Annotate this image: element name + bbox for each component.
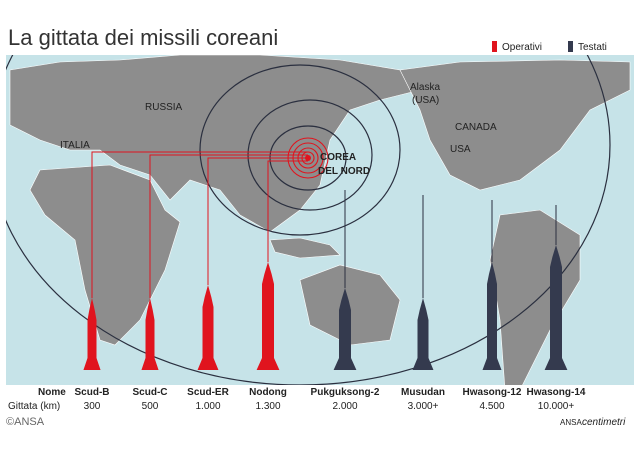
leader-line [207, 157, 308, 285]
legend: Operativi Testati [492, 41, 607, 53]
row-label: Gittata (km) [8, 401, 60, 412]
missile-name: Musudan [401, 387, 445, 398]
eurasia [9, 55, 421, 233]
title: La gittata dei missili coreani [8, 25, 278, 50]
missile [412, 298, 434, 370]
missile-range: 1.000 [195, 401, 220, 412]
missile-name: Hwasong-12 [463, 387, 522, 398]
indonesia [269, 237, 341, 259]
missile [141, 298, 159, 370]
legend-label: Operativi [502, 42, 542, 53]
map-label: ITALIA [60, 140, 90, 151]
africa [29, 164, 181, 346]
missile-name: Hwasong-14 [527, 387, 586, 398]
map-label: CANADA [455, 122, 497, 133]
legend-label: Testati [578, 42, 607, 53]
map: ITALIA RUSSIA Alaska (USA) CANADA USA CO… [6, 55, 634, 385]
legend-swatch [568, 41, 573, 52]
missile [482, 262, 502, 370]
leader-line [267, 160, 308, 262]
missile [83, 298, 101, 370]
korea-marker [305, 155, 311, 161]
missile-name: Scud-C [133, 387, 168, 398]
australia [299, 264, 401, 346]
leader-line [91, 151, 308, 298]
row-label: Nome [38, 387, 66, 398]
missile-name: Nodong [249, 387, 287, 398]
missile-name: Scud-B [75, 387, 110, 398]
missile [256, 262, 280, 370]
leader-line [149, 154, 308, 298]
missile [197, 285, 219, 370]
map-label: DEL NORD [318, 166, 370, 177]
missile-range: 500 [142, 401, 159, 412]
missile [333, 288, 357, 370]
missile-range: 300 [84, 401, 101, 412]
range-rings [6, 55, 611, 385]
range-leaders [91, 151, 557, 298]
map-label: COREA [320, 152, 356, 163]
missile-range: 10.000+ [538, 401, 575, 412]
map-label: Alaska [410, 82, 440, 93]
map-label: RUSSIA [145, 102, 183, 113]
missile-name: Scud-ER [187, 387, 229, 398]
watermark: ©ANSA [6, 416, 45, 428]
map-label: (USA) [412, 95, 439, 106]
missile-name: Pukguksong-2 [311, 387, 380, 398]
legend-swatch [492, 41, 497, 52]
footer-source: ANSA [560, 418, 582, 427]
footer-brand: centimetri [582, 417, 626, 428]
missiles [83, 245, 568, 370]
missile-range: 1.300 [255, 401, 280, 412]
missile-range: 2.000 [332, 401, 357, 412]
missile [544, 245, 568, 370]
map-label: USA [450, 144, 471, 155]
missile-range: 4.500 [479, 401, 504, 412]
range-table: Nome Gittata (km) Scud-B 300 Scud-C 500 Scud… [8, 387, 586, 412]
north-america [399, 59, 631, 191]
missile-range: 3.000+ [408, 401, 439, 412]
